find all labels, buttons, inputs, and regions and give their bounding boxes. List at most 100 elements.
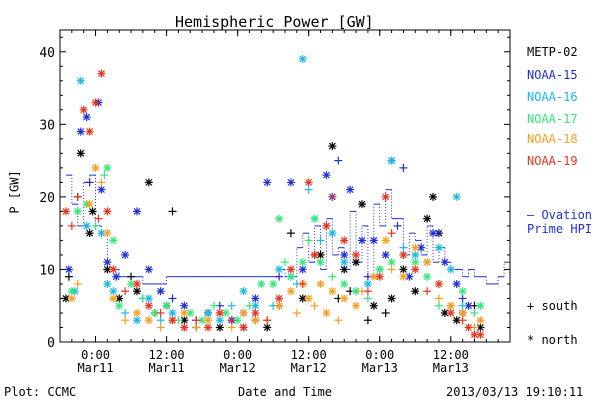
north-point (434, 243, 443, 252)
north-point (156, 287, 165, 296)
south-point (127, 272, 136, 281)
north-point (375, 272, 384, 281)
north-point (434, 279, 443, 288)
north-point (340, 279, 349, 288)
north-point (369, 236, 378, 245)
legend-ovation-line1: — Ovation (527, 208, 593, 222)
north-point (251, 294, 260, 303)
north-point (476, 330, 485, 339)
north-point (340, 250, 349, 259)
north-point (180, 323, 189, 332)
north-point (85, 127, 94, 136)
north-point (204, 323, 213, 332)
south-point (304, 185, 313, 194)
north-point (239, 323, 248, 332)
north-point (423, 214, 432, 223)
north-point (233, 316, 242, 325)
north-point (204, 316, 213, 325)
north-point (132, 287, 141, 296)
north-point (180, 308, 189, 317)
south-point (275, 272, 284, 281)
north-point (103, 163, 112, 172)
north-point (144, 316, 153, 325)
north-point (446, 265, 455, 274)
north-point (363, 279, 372, 288)
x-tick-label-time: 12:00 (149, 348, 185, 362)
north-point (316, 258, 325, 267)
north-point (82, 113, 91, 122)
south-point (156, 316, 165, 325)
south-point (298, 279, 307, 288)
north-point (275, 265, 284, 274)
series-noaa-16 (70, 55, 467, 332)
north-point (251, 308, 260, 317)
north-point (103, 258, 112, 267)
south-point (100, 171, 109, 180)
south-point (73, 279, 82, 288)
south-point (434, 301, 443, 310)
north-point (286, 287, 295, 296)
north-point (340, 265, 349, 274)
south-point (387, 265, 396, 274)
north-point (328, 142, 337, 151)
south-point (423, 287, 432, 296)
north-point (340, 294, 349, 303)
north-point (286, 272, 295, 281)
north-point (411, 258, 420, 267)
north-point (411, 243, 420, 252)
x-tick-label-time: 12:00 (291, 348, 327, 362)
north-point (91, 163, 100, 172)
south-point (328, 192, 337, 201)
north-point (79, 105, 88, 114)
south-point (94, 214, 103, 223)
south-point (227, 316, 236, 325)
north-point (399, 272, 408, 281)
north-point (322, 308, 331, 317)
north-point (411, 250, 420, 259)
north-point (109, 294, 118, 303)
legend-marker-north: * north (527, 333, 578, 347)
north-point (263, 323, 272, 332)
south-point (121, 287, 130, 296)
south-point (334, 156, 343, 165)
y-axis-label: P [GW] (7, 170, 22, 214)
south-point (334, 316, 343, 325)
legend-entry-metp-02: METP-02 (527, 45, 578, 59)
north-point (67, 287, 76, 296)
north-point (316, 279, 325, 288)
legend-entry-noaa-17: NOAA-17 (527, 112, 578, 126)
north-point (215, 316, 224, 325)
north-point (452, 279, 461, 288)
south-point (73, 192, 82, 201)
south-point (363, 294, 372, 303)
north-point (109, 287, 118, 296)
north-point (399, 250, 408, 259)
north-point (109, 236, 118, 245)
south-point (67, 221, 76, 230)
north-point (91, 98, 100, 107)
north-point (85, 200, 94, 209)
south-point (97, 178, 106, 187)
north-point (310, 214, 319, 223)
south-point (434, 229, 443, 238)
x-tick-label-time: 0:00 (223, 348, 252, 362)
north-point (369, 301, 378, 310)
north-point (322, 171, 331, 180)
x-tick-label-time: 12:00 (433, 348, 469, 362)
south-point (434, 294, 443, 303)
y-tick-label: 40 (39, 46, 55, 61)
series-noaa-18 (67, 163, 485, 332)
north-point (88, 207, 97, 216)
north-point (440, 258, 449, 267)
south-point (458, 294, 467, 303)
north-point (168, 316, 177, 325)
south-point (263, 316, 272, 325)
north-point (352, 301, 361, 310)
south-point (85, 178, 94, 187)
south-point (192, 316, 201, 325)
north-point (387, 294, 396, 303)
y-tick-label: 30 (39, 118, 55, 133)
x-tick-label-date: Mar12 (291, 361, 327, 375)
north-point (399, 265, 408, 274)
south-point (209, 301, 218, 310)
